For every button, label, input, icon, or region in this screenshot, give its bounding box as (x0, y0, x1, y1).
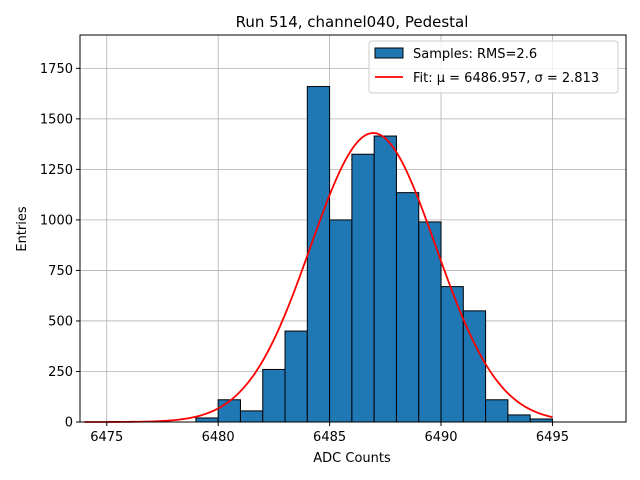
legend: Samples: RMS=2.6 Fit: μ = 6486.957, σ = … (368, 40, 619, 94)
y-tick-label: 1000 (40, 213, 73, 228)
y-tick-label: 250 (48, 365, 73, 380)
histogram-bar (507, 414, 531, 423)
histogram-bar (217, 399, 241, 423)
plot-frame (79, 34, 627, 423)
histogram-bar (195, 417, 219, 423)
y-tick-label: 1500 (40, 112, 73, 127)
legend-box (368, 40, 619, 94)
y-tick-label: 750 (48, 264, 73, 279)
x-tick-label: 6485 (313, 430, 346, 445)
legend-label-fit: Fit: μ = 6486.957, σ = 2.813 (413, 71, 599, 86)
y-tick-label: 1750 (40, 62, 73, 77)
histogram-bar (262, 368, 286, 423)
histogram-bar (284, 330, 308, 423)
x-tick-label: 6490 (424, 430, 457, 445)
x-tick-label: 6495 (536, 430, 569, 445)
fit-curve (84, 132, 553, 423)
x-axis-label: ADC Counts (313, 451, 391, 466)
y-axis-ticks: 0 250 500 750 1000 1250 1500 1750 (40, 62, 80, 431)
histogram-bar (351, 153, 375, 423)
legend-bar-swatch (374, 47, 404, 59)
histogram-bar (485, 399, 509, 423)
x-axis-ticks: 6475 6480 6485 6490 6495 (90, 422, 569, 445)
histogram-bar (440, 286, 464, 423)
x-tick-label: 6475 (90, 430, 123, 445)
histogram-bar (306, 86, 331, 423)
histogram-bar (395, 192, 420, 423)
histogram-bars (195, 86, 553, 423)
y-tick-label: 1250 (40, 163, 73, 178)
histogram-bar (239, 410, 264, 423)
histogram-bar (373, 135, 397, 423)
chart-title: Run 514, channel040, Pedestal (236, 13, 469, 31)
y-tick-label: 500 (48, 314, 73, 329)
x-tick-label: 6480 (202, 430, 235, 445)
legend-label-samples: Samples: RMS=2.6 (413, 47, 537, 62)
y-tick-label: 0 (65, 416, 73, 431)
histogram-bar (329, 219, 353, 423)
y-axis-label: Entries (15, 206, 30, 252)
